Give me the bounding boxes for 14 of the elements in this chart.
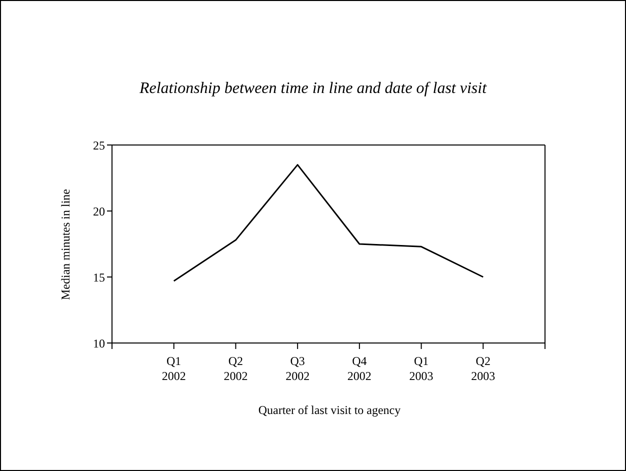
- y-tick-label: 10: [93, 336, 105, 350]
- x-tick-label: Q1 2003: [409, 354, 434, 383]
- x-tick-label: Q4 2002: [347, 354, 372, 383]
- x-tick-label: Q1 2002: [162, 354, 186, 383]
- chart-title: Relationship between time in line and date of last visit: [138, 80, 488, 98]
- y-tick-label: 15: [93, 270, 105, 284]
- x-tick-label: Q2 2003: [471, 354, 496, 383]
- x-tick-label: Q3 2002: [286, 354, 310, 383]
- y-axis-title: Median minutes in line: [58, 188, 74, 302]
- line-series: [173, 164, 484, 282]
- x-tick-label: Q2 2002: [224, 354, 248, 383]
- y-tick-label: 25: [93, 138, 105, 152]
- y-tick-label: 20: [93, 204, 105, 218]
- x-axis-title: Quarter of last visit to agency: [257, 403, 402, 418]
